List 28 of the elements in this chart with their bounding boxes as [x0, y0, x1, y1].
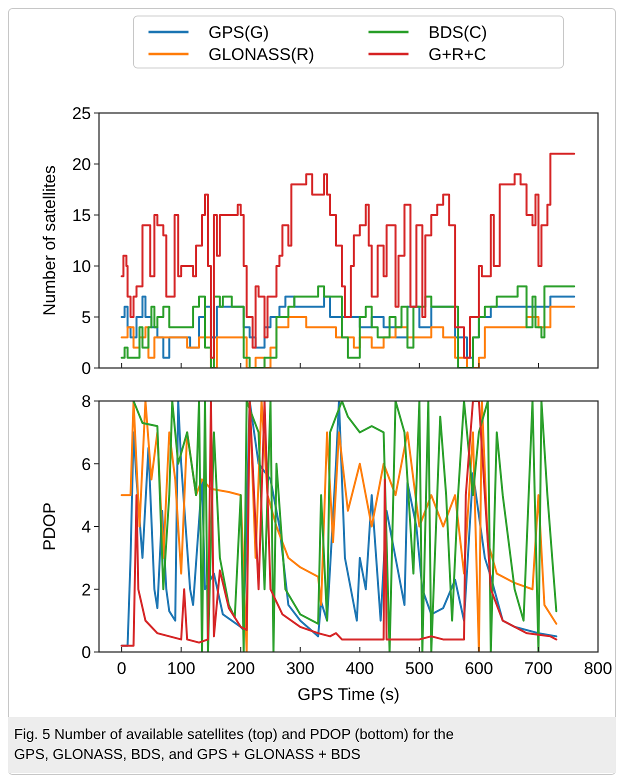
x-axis-title: GPS Time (s): [297, 685, 400, 704]
y-axis-title: Number of satellites: [40, 165, 59, 316]
y-tick-label: 6: [82, 454, 91, 474]
y-tick-label: 5: [82, 308, 91, 327]
y-tick-label: 20: [72, 155, 91, 174]
y-tick-label: 8: [82, 392, 91, 411]
legend-label: GLONASS(R): [208, 45, 314, 64]
y-axis-title: PDOP: [40, 502, 59, 551]
legend-label: G+R+C: [428, 45, 486, 64]
x-tick-label: 300: [286, 659, 314, 678]
legend-label: BDS(C): [428, 23, 488, 42]
x-tick-label: 800: [584, 659, 612, 678]
x-tick-label: 100: [166, 659, 196, 678]
y-tick-label: 0: [82, 359, 91, 378]
x-tick-label: 400: [346, 659, 374, 678]
x-tick-label: 600: [464, 659, 494, 678]
y-tick-label: 10: [72, 257, 91, 276]
x-tick-label: 700: [524, 659, 553, 678]
x-tick-label: 0: [116, 659, 126, 678]
x-tick-label: 200: [226, 659, 255, 678]
y-tick-label: 15: [72, 206, 91, 225]
caption: Fig. 5 Number of available satellites (top) and PDOP (bottom) for the GPS, GLONASS, BDS, and GPS + GLONASS + BDS: [14, 727, 454, 763]
x-tick-label: 500: [405, 659, 434, 678]
legend-label: GPS(G): [208, 23, 269, 42]
y-tick-label: 2: [82, 580, 91, 600]
y-tick-label: 4: [82, 518, 91, 536]
y-tick-label: 0: [82, 643, 91, 662]
y-tick-label: 25: [72, 104, 91, 123]
